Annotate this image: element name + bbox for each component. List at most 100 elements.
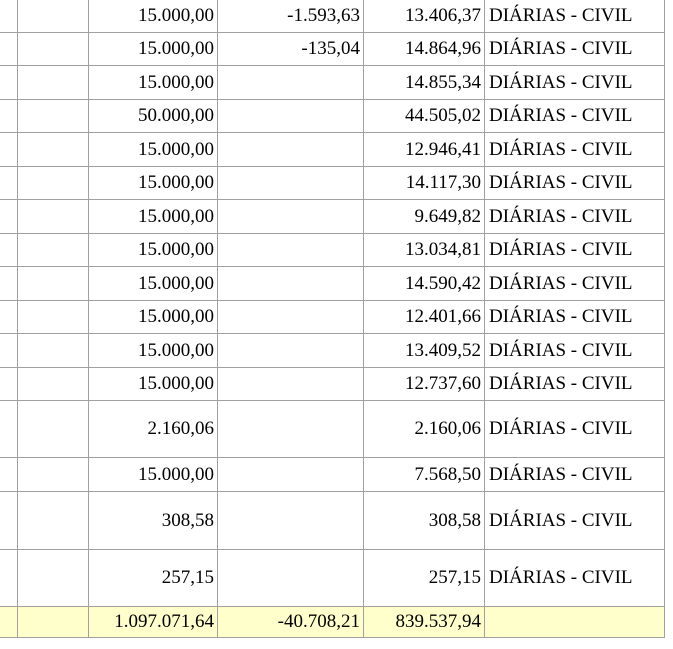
cell-descricao: DIÁRIAS - CIVIL bbox=[484, 266, 665, 301]
table-cell-blank bbox=[0, 199, 18, 234]
cell-liquido: 44.505,02 bbox=[363, 99, 485, 133]
table-row: 15.000,00 12.401,66 DIÁRIAS - CIVIL bbox=[0, 300, 665, 334]
cell-descricao: DIÁRIAS - CIVIL bbox=[484, 549, 665, 607]
table-row: 15.000,00 13.034,81 DIÁRIAS - CIVIL bbox=[0, 233, 665, 267]
total-liquido: 839.537,94 bbox=[363, 606, 485, 638]
cell-liquido: 12.737,60 bbox=[363, 367, 485, 401]
cell-ajuste bbox=[217, 333, 364, 368]
table-cell-blank bbox=[17, 333, 89, 368]
cell-liquido: 13.034,81 bbox=[363, 233, 485, 267]
cell-valor: 15.000,00 bbox=[88, 233, 218, 267]
table-cell-blank bbox=[17, 266, 89, 301]
cell-ajuste bbox=[217, 65, 364, 100]
cell-ajuste bbox=[217, 266, 364, 301]
table-cell-blank bbox=[0, 166, 18, 200]
table-cell-blank bbox=[0, 549, 18, 607]
cell-valor: 15.000,00 bbox=[88, 266, 218, 301]
table-cell-blank bbox=[17, 32, 89, 66]
cell-descricao: DIÁRIAS - CIVIL bbox=[484, 457, 665, 492]
cell-valor: 15.000,00 bbox=[88, 0, 218, 33]
table-cell-blank bbox=[17, 0, 89, 33]
cell-ajuste bbox=[217, 491, 364, 550]
cell-ajuste bbox=[217, 400, 364, 458]
cell-ajuste bbox=[217, 457, 364, 492]
payments-table: 15.000,00 -1.593,63 13.406,37 DIÁRIAS - … bbox=[0, 0, 665, 638]
table-cell-blank bbox=[0, 0, 18, 33]
cell-descricao: DIÁRIAS - CIVIL bbox=[484, 333, 665, 368]
cell-descricao: DIÁRIAS - CIVIL bbox=[484, 166, 665, 200]
cell-liquido: 9.649,82 bbox=[363, 199, 485, 234]
cell-descricao: DIÁRIAS - CIVIL bbox=[484, 32, 665, 66]
cell-liquido: 7.568,50 bbox=[363, 457, 485, 492]
table-cell-blank bbox=[0, 491, 18, 550]
table-cell-blank bbox=[17, 166, 89, 200]
table-cell-blank bbox=[17, 99, 89, 133]
cell-valor: 15.000,00 bbox=[88, 333, 218, 368]
table-cell-blank bbox=[0, 300, 18, 334]
cell-liquido: 14.864,96 bbox=[363, 32, 485, 66]
cell-liquido: 14.590,42 bbox=[363, 266, 485, 301]
cell-liquido: 12.401,66 bbox=[363, 300, 485, 334]
cell-valor: 15.000,00 bbox=[88, 65, 218, 100]
cell-ajuste bbox=[217, 367, 364, 401]
cell-ajuste bbox=[217, 99, 364, 133]
table-cell-blank bbox=[0, 606, 18, 638]
cell-descricao: DIÁRIAS - CIVIL bbox=[484, 0, 665, 33]
cell-ajuste bbox=[217, 233, 364, 267]
cell-descricao: DIÁRIAS - CIVIL bbox=[484, 199, 665, 234]
cell-liquido: 14.117,30 bbox=[363, 166, 485, 200]
cell-valor: 50.000,00 bbox=[88, 99, 218, 133]
table-row: 15.000,00 7.568,50 DIÁRIAS - CIVIL bbox=[0, 457, 665, 492]
total-ajuste: -40.708,21 bbox=[217, 606, 364, 638]
table-cell-blank bbox=[17, 233, 89, 267]
cell-ajuste bbox=[217, 132, 364, 167]
table-cell-blank bbox=[17, 400, 89, 458]
table-cell-blank bbox=[17, 65, 89, 100]
table-cell-blank bbox=[0, 266, 18, 301]
cell-valor: 2.160,06 bbox=[88, 400, 218, 458]
table-cell-blank bbox=[0, 233, 18, 267]
table-cell-blank bbox=[17, 199, 89, 234]
cell-descricao: DIÁRIAS - CIVIL bbox=[484, 300, 665, 334]
table-row: 15.000,00 -1.593,63 13.406,37 DIÁRIAS - … bbox=[0, 0, 665, 33]
cell-descricao: DIÁRIAS - CIVIL bbox=[484, 132, 665, 167]
cell-liquido: 12.946,41 bbox=[363, 132, 485, 167]
cell-liquido: 13.409,52 bbox=[363, 333, 485, 368]
cell-ajuste: -1.593,63 bbox=[217, 0, 364, 33]
table-cell-blank bbox=[17, 300, 89, 334]
cell-valor: 257,15 bbox=[88, 549, 218, 607]
total-row: 1.097.071,64 -40.708,21 839.537,94 bbox=[0, 606, 665, 638]
table-row: 308,58 308,58 DIÁRIAS - CIVIL bbox=[0, 491, 665, 550]
table-cell-blank bbox=[0, 400, 18, 458]
cell-descricao: DIÁRIAS - CIVIL bbox=[484, 99, 665, 133]
table-cell-blank bbox=[17, 132, 89, 167]
table-row: 15.000,00 14.855,34 DIÁRIAS - CIVIL bbox=[0, 65, 665, 100]
table-row: 15.000,00 13.409,52 DIÁRIAS - CIVIL bbox=[0, 333, 665, 368]
cell-descricao: DIÁRIAS - CIVIL bbox=[484, 233, 665, 267]
cell-liquido: 308,58 bbox=[363, 491, 485, 550]
table-row: 15.000,00 -135,04 14.864,96 DIÁRIAS - CI… bbox=[0, 32, 665, 66]
cell-descricao: DIÁRIAS - CIVIL bbox=[484, 367, 665, 401]
cell-descricao: DIÁRIAS - CIVIL bbox=[484, 65, 665, 100]
table-cell-blank bbox=[17, 491, 89, 550]
cell-valor: 308,58 bbox=[88, 491, 218, 550]
table-row: 50.000,00 44.505,02 DIÁRIAS - CIVIL bbox=[0, 99, 665, 133]
cell-ajuste bbox=[217, 199, 364, 234]
cell-liquido: 257,15 bbox=[363, 549, 485, 607]
table-row: 15.000,00 12.946,41 DIÁRIAS - CIVIL bbox=[0, 132, 665, 167]
table-row: 257,15 257,15 DIÁRIAS - CIVIL bbox=[0, 549, 665, 607]
table-cell-blank bbox=[0, 32, 18, 66]
table-row: 15.000,00 14.117,30 DIÁRIAS - CIVIL bbox=[0, 166, 665, 200]
table-row: 2.160,06 2.160,06 DIÁRIAS - CIVIL bbox=[0, 400, 665, 458]
cell-valor: 15.000,00 bbox=[88, 457, 218, 492]
table-cell-blank bbox=[17, 606, 89, 638]
total-descricao bbox=[484, 606, 665, 638]
table-cell-blank bbox=[0, 367, 18, 401]
table-cell-blank bbox=[17, 549, 89, 607]
table-cell-blank bbox=[0, 457, 18, 492]
total-valor: 1.097.071,64 bbox=[88, 606, 218, 638]
table-row: 15.000,00 12.737,60 DIÁRIAS - CIVIL bbox=[0, 367, 665, 401]
cell-liquido: 13.406,37 bbox=[363, 0, 485, 33]
table-cell-blank bbox=[17, 457, 89, 492]
table-cell-blank bbox=[0, 99, 18, 133]
